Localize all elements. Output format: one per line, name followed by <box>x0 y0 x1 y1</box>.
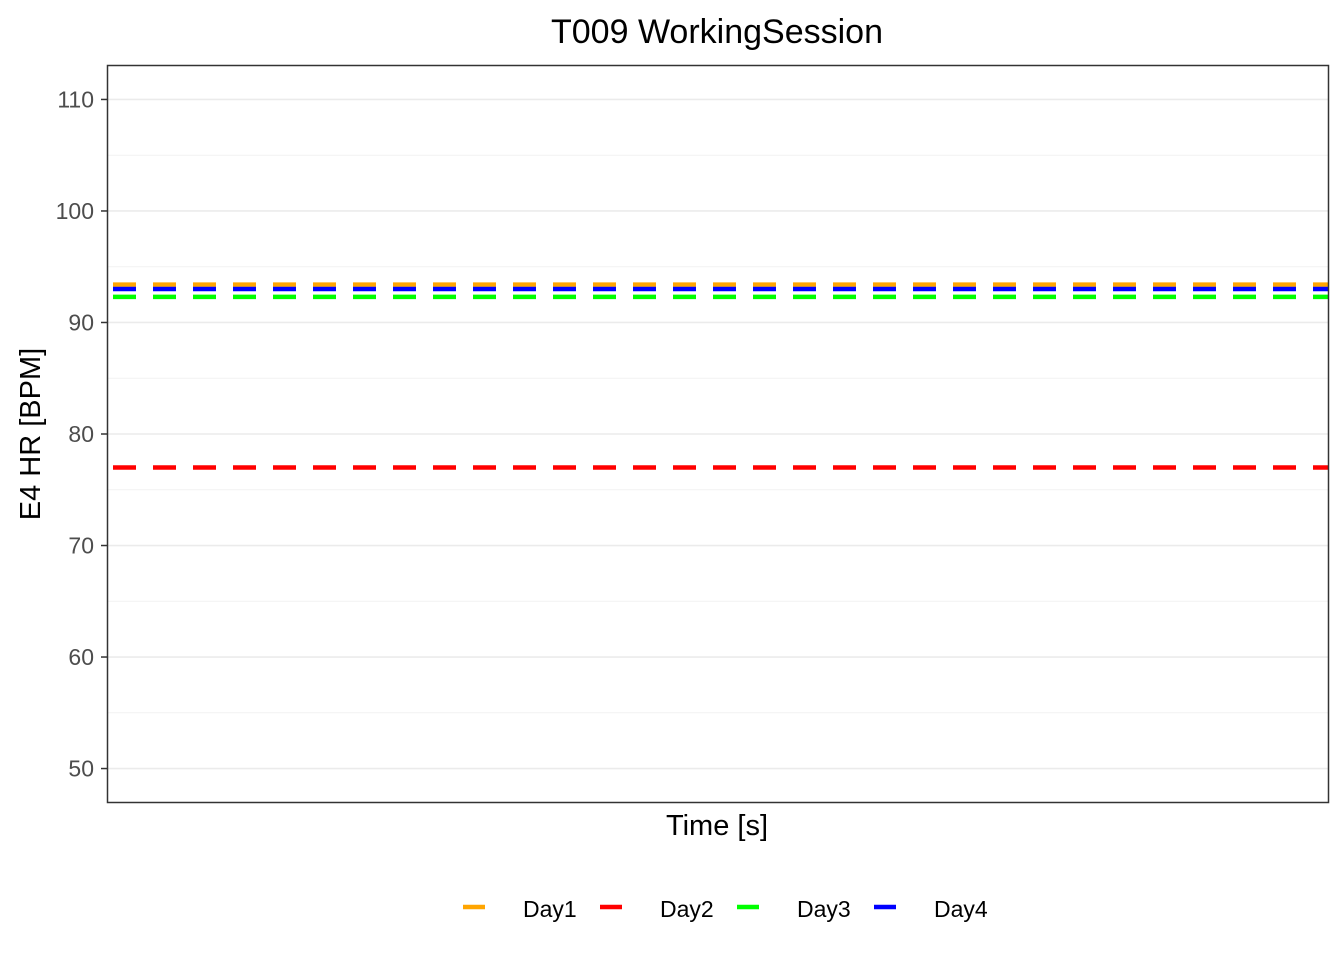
series-lines <box>113 282 1328 470</box>
y-tick-label: 80 <box>68 421 94 447</box>
legend-label-day4: Day4 <box>934 896 988 922</box>
grid-lines <box>108 98 1328 770</box>
x-axis-label: Time [s] <box>666 810 768 842</box>
y-tick-label: 110 <box>57 86 94 112</box>
legend: Day1 Day2 Day3 Day4 <box>463 896 988 922</box>
y-tick-label: 100 <box>56 198 94 224</box>
legend-label-day3: Day3 <box>797 896 851 922</box>
chart-title: T009 WorkingSession <box>551 13 883 51</box>
y-axis: 50 60 70 80 90 100 110 <box>56 86 108 782</box>
y-tick-label: 70 <box>68 533 94 559</box>
y-tick-label: 90 <box>68 309 94 335</box>
legend-label-day2: Day2 <box>660 896 714 922</box>
y-axis-label: E4 HR [BPM] <box>15 348 47 520</box>
y-tick-label: 60 <box>68 644 94 670</box>
y-tick-label: 50 <box>68 756 94 782</box>
legend-label-day1: Day1 <box>523 896 577 922</box>
